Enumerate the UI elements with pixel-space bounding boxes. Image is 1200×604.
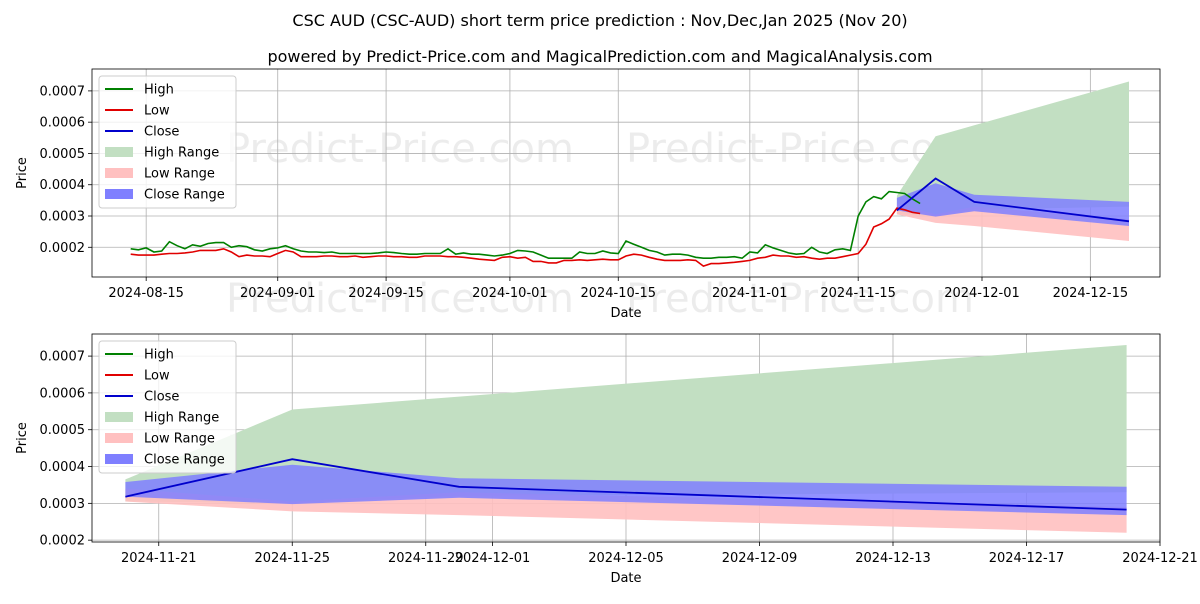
y-axis-label: Price	[15, 422, 30, 454]
low-line	[130, 207, 921, 267]
legend-swatch-close_range	[105, 454, 133, 464]
close-range-band	[125, 464, 1127, 516]
legend-label-low_range: Low Range	[144, 432, 215, 447]
legend-box	[98, 75, 237, 209]
y-tick-label: 0.0006	[40, 386, 86, 401]
legend-label-close: Close	[144, 390, 179, 405]
watermark-1: Predict-Price.com	[226, 126, 574, 172]
high-line	[130, 190, 921, 260]
x-tick-label: 2024-12-01	[944, 286, 1020, 301]
x-tick-label: 2024-11-15	[820, 286, 896, 301]
chart-title: CSC AUD (CSC-AUD) short term price predi…	[292, 11, 907, 30]
legend-swatch-low_range	[105, 168, 133, 178]
y-tick-label: 0.0007	[40, 84, 86, 99]
legend-label-high: High	[144, 348, 174, 363]
x-tick-label: 2024-12-01	[455, 551, 531, 566]
close-range-band	[896, 183, 1129, 226]
x-axis-label: Date	[610, 306, 641, 321]
close-line	[896, 177, 1130, 223]
watermark-4: Predict-Price.com	[626, 276, 974, 322]
legend-swatch-close_range	[105, 189, 133, 199]
high-range-band	[125, 345, 1127, 504]
x-tick-label: 2024-12-17	[989, 551, 1065, 566]
legend-label-high_range: High Range	[144, 411, 219, 426]
y-tick-label: 0.0006	[40, 116, 86, 131]
y-axis-label: Price	[15, 157, 30, 189]
legend-label-high: High	[144, 83, 174, 98]
legend-swatch-low_range	[105, 433, 133, 443]
x-tick-label: 2024-09-15	[348, 286, 424, 301]
watermark-3: Predict-Price.com	[226, 276, 574, 322]
legend-swatch-high_range	[105, 147, 133, 157]
x-tick-label: 2024-12-21	[1122, 551, 1198, 566]
x-tick-label: 2024-10-01	[472, 286, 548, 301]
legend-label-high_range: High Range	[144, 146, 219, 161]
legend: High Low Close High Range Low Range Close Ran…	[98, 340, 237, 474]
legend-label-close: Close	[144, 125, 179, 140]
y-tick-label: 0.0005	[40, 147, 86, 162]
y-tick-label: 0.0002	[40, 534, 86, 549]
y-tick-label: 0.0007	[40, 350, 86, 365]
legend-label-low: Low	[144, 369, 170, 384]
legend-box	[98, 340, 237, 474]
bottom-chart-panel: Predict-Price.com Predict-Price.com 0.00…	[15, 333, 1198, 586]
legend-label-close_range: Close Range	[144, 188, 225, 203]
x-tick-label: 2024-12-09	[722, 551, 798, 566]
legend-label-low: Low	[144, 104, 170, 119]
x-tick-label: 2024-08-15	[108, 286, 184, 301]
x-tick-label: 2024-12-05	[588, 551, 664, 566]
y-tick-label: 0.0004	[40, 460, 86, 475]
chart-subtitle: powered by Predict-Price.com and Magical…	[267, 47, 932, 66]
y-tick-label: 0.0004	[40, 178, 86, 193]
y-tick-label: 0.0002	[40, 241, 86, 256]
x-tick-label: 2024-11-25	[254, 551, 330, 566]
legend: High Low Close High Range Low Range Close Ran…	[98, 75, 237, 209]
legend-label-low_range: Low Range	[144, 167, 215, 182]
y-tick-label: 0.0005	[40, 423, 86, 438]
y-tick-label: 0.0003	[40, 210, 86, 225]
legend-swatch-high_range	[105, 412, 133, 422]
y-tick-label: 0.0003	[40, 497, 86, 512]
x-tick-label: 2024-10-15	[580, 286, 656, 301]
x-tick-label: 2024-12-13	[855, 551, 931, 566]
x-tick-label: 2024-11-01	[712, 286, 788, 301]
close-line	[125, 458, 1127, 511]
x-tick-label: 2024-11-29	[388, 551, 464, 566]
x-tick-label: 2024-11-21	[121, 551, 197, 566]
top-chart-panel: Predict-Price.com Predict-Price.com Pred…	[15, 68, 1161, 322]
x-axis-label: Date	[610, 571, 641, 586]
high-range-band	[896, 81, 1129, 216]
watermark-2: Predict-Price.com	[626, 126, 974, 172]
x-tick-label: 2024-12-15	[1053, 286, 1129, 301]
plot-frame	[91, 68, 1161, 278]
legend-label-close_range: Close Range	[144, 453, 225, 468]
x-tick-label: 2024-09-01	[240, 286, 316, 301]
